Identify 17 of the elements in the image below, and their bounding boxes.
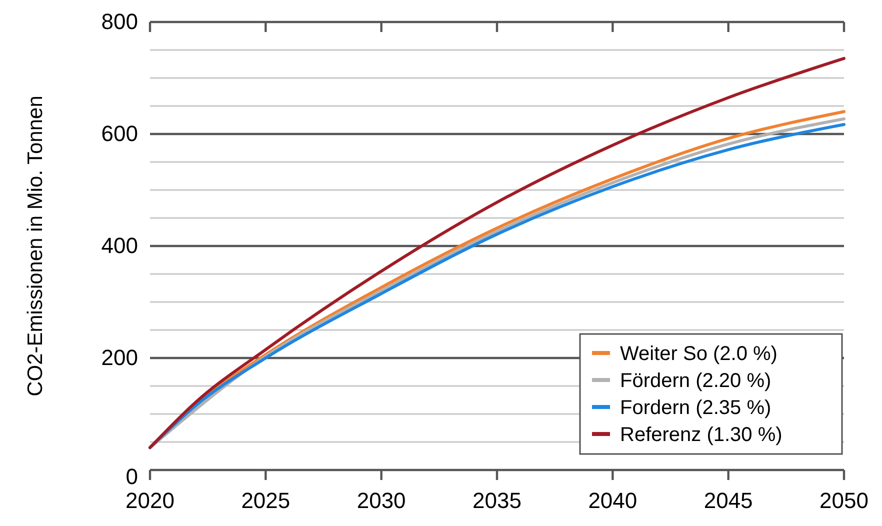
y-axis-title: CO2-Emissionen in Mio. Tonnen <box>24 96 47 396</box>
y-tick-label: 800 <box>101 9 138 34</box>
x-tick-label: 2035 <box>472 488 522 513</box>
y-tick-label: 0 <box>126 464 138 489</box>
x-tick-label: 2050 <box>820 488 868 513</box>
legend-label: Fördern (2.20 %) <box>620 370 772 392</box>
x-tick-label: 2020 <box>126 488 174 513</box>
x-tick-label: 2040 <box>588 488 638 513</box>
legend-label: Weiter So (2.0 %) <box>620 343 778 365</box>
y-tick-label: 400 <box>101 233 138 258</box>
y-tick-label: 600 <box>101 121 138 146</box>
y-tick-label: 200 <box>101 345 138 370</box>
x-tick-label: 2045 <box>704 488 753 513</box>
x-tick-label: 2030 <box>356 488 406 513</box>
legend-label: Fordern (2.35 %) <box>620 397 772 419</box>
legend-label: Referenz (1.30 %) <box>620 424 782 446</box>
x-tick-label: 2025 <box>241 488 290 513</box>
